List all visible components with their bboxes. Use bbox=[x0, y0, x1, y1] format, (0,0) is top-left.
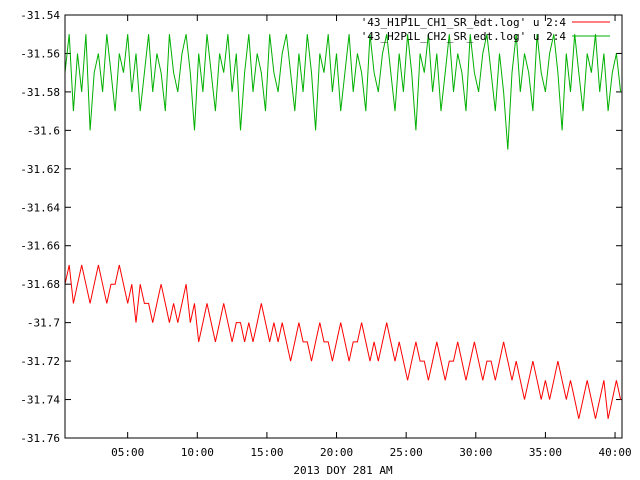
plot-frame bbox=[64, 14, 623, 439]
y-tick-label: -31.64 bbox=[20, 201, 60, 214]
series-line-1 bbox=[64, 264, 622, 419]
x-tick-label: 15:00 bbox=[250, 446, 283, 459]
x-axis-title: 2013 DOY 281 AM bbox=[293, 464, 393, 477]
plot-series bbox=[64, 34, 622, 419]
x-tick-label: 35:00 bbox=[529, 446, 562, 459]
y-axis: -31.54 -31.56 -31.58 -31.6 -31.62 -31.64 -31.6… bbox=[20, 9, 622, 445]
y-tick-label: -31.56 bbox=[20, 47, 60, 60]
legend-label: '43_H2P1L_CH2_SR_edt.log' u 2:4 bbox=[361, 30, 567, 43]
series-line-2 bbox=[64, 34, 622, 150]
x-tick-label: 25:00 bbox=[390, 446, 423, 459]
x-tick-label: 40:00 bbox=[598, 446, 631, 459]
y-tick-label: -31.74 bbox=[20, 394, 60, 407]
x-tick-label: 10:00 bbox=[181, 446, 214, 459]
y-tick-label: -31.66 bbox=[20, 240, 60, 253]
legend-label: '43_H1P1L_CH1_SR_edt.log' u 2:4 bbox=[361, 16, 567, 29]
y-tick-label: -31.7 bbox=[27, 317, 60, 330]
x-tick-label: 20:00 bbox=[320, 446, 353, 459]
y-tick-label: -31.72 bbox=[20, 355, 60, 368]
y-tick-label: -31.54 bbox=[20, 9, 60, 22]
y-tick-label: -31.62 bbox=[20, 163, 60, 176]
legend: '43_H1P1L_CH1_SR_edt.log' u 2:4'43_H2P1L… bbox=[361, 16, 610, 43]
x-tick-label: 30:00 bbox=[459, 446, 492, 459]
x-axis: 05:00 10:00 15:00 20:00 25:00 30:00 35:00 40:00 bbox=[111, 15, 632, 459]
x-tick-label: 05:00 bbox=[111, 446, 144, 459]
y-tick-label: -31.68 bbox=[20, 278, 60, 291]
y-tick-label: -31.6 bbox=[27, 124, 60, 137]
y-tick-label: -31.76 bbox=[20, 432, 60, 445]
y-tick-label: -31.58 bbox=[20, 86, 60, 99]
